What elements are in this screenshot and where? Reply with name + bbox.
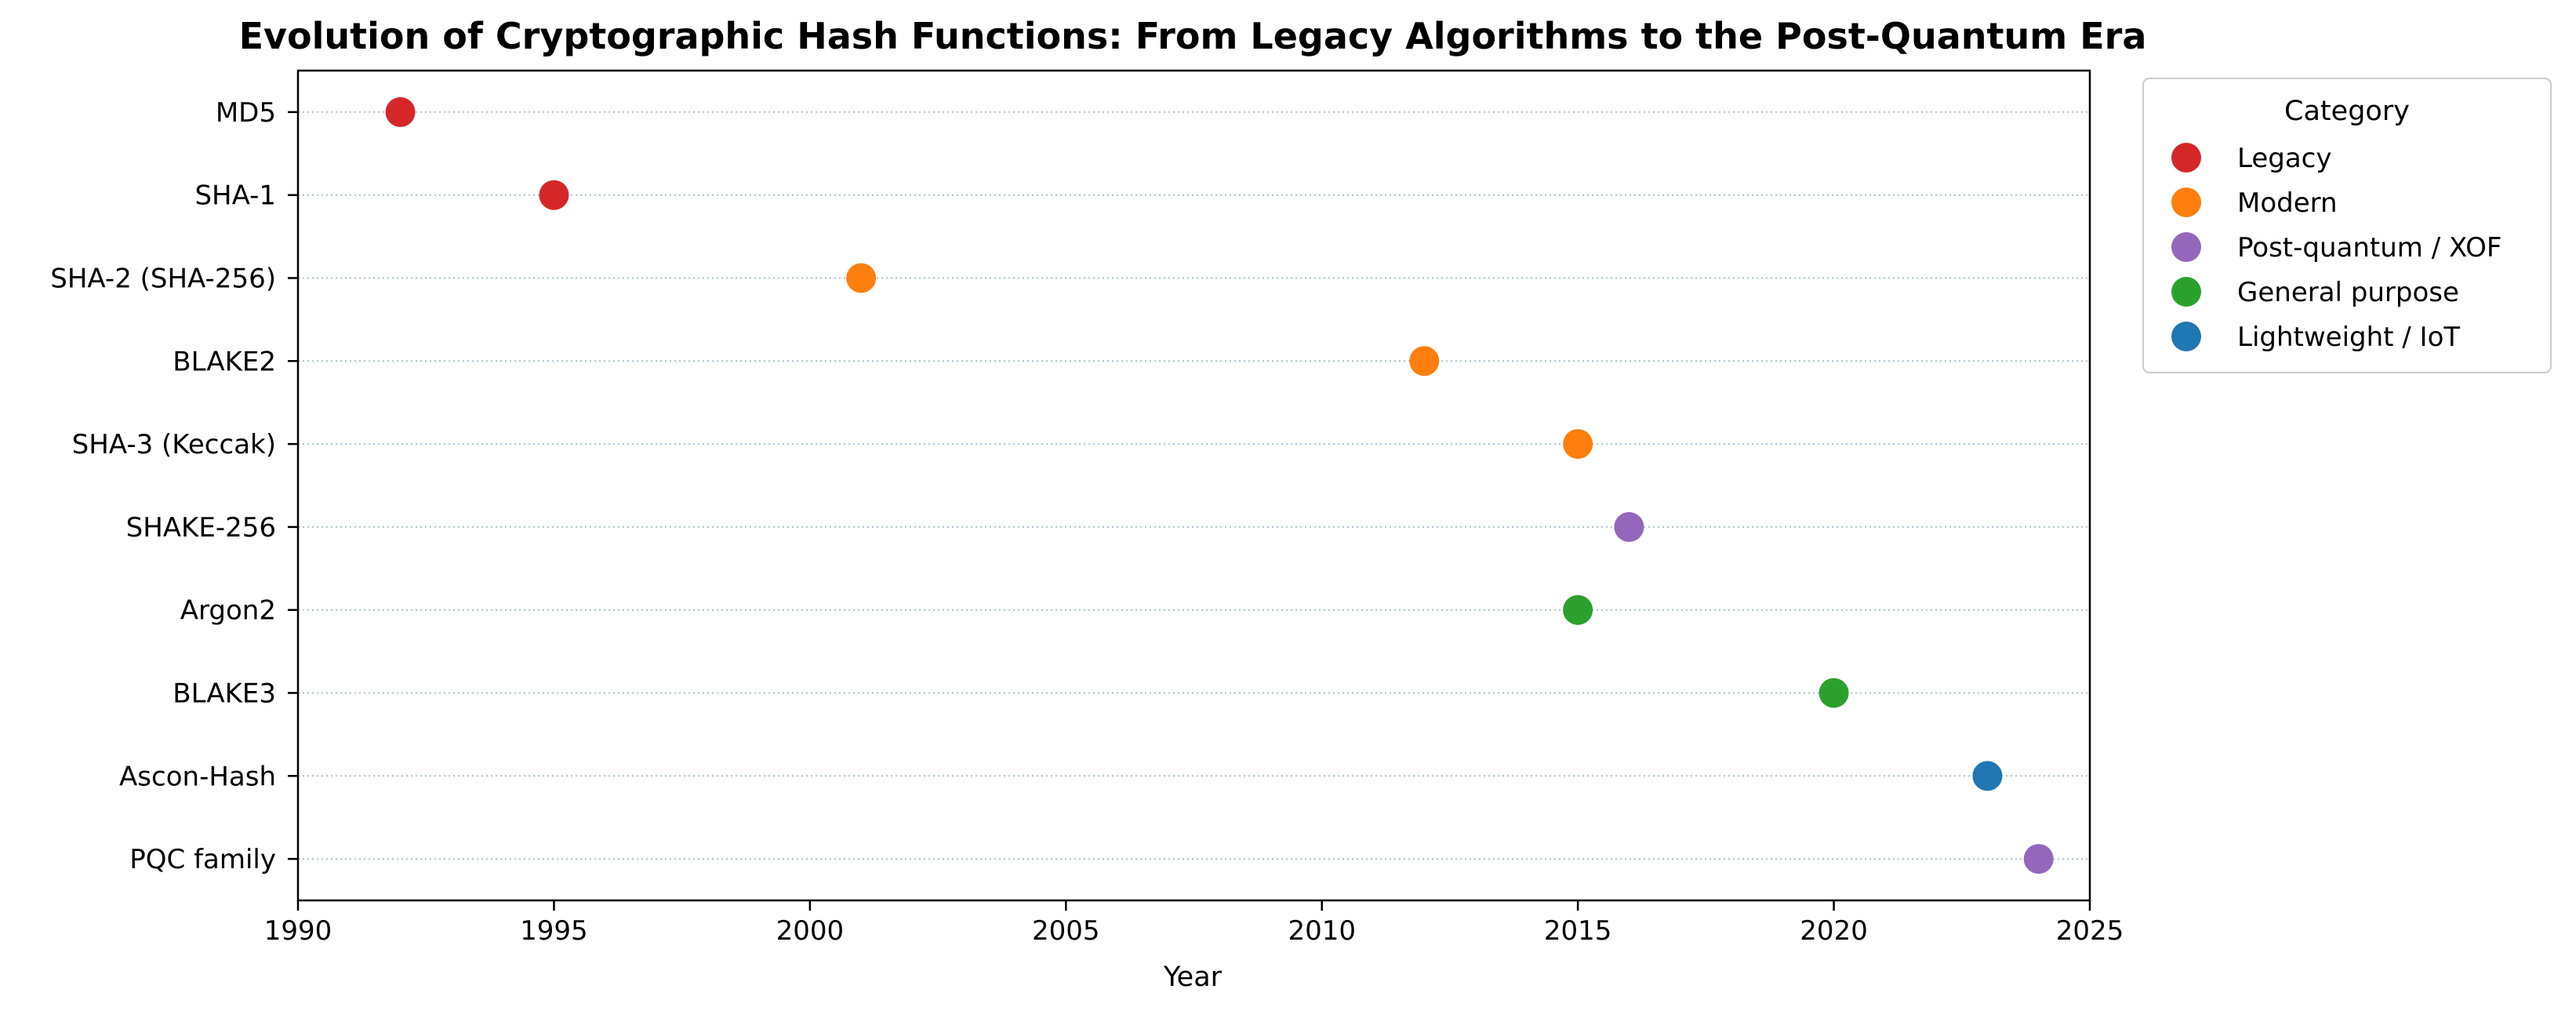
legend-label: Lightweight / IoT — [2237, 322, 2460, 353]
data-point — [1563, 595, 1593, 625]
x-tick-label: 2020 — [1800, 915, 1868, 947]
data-point — [385, 96, 416, 127]
legend-marker — [2171, 187, 2201, 217]
chart-title: Evolution of Cryptographic Hash Function… — [239, 15, 2147, 57]
y-tick-label: SHA-2 (SHA-256) — [50, 264, 276, 295]
legend-marker — [2171, 277, 2201, 307]
y-tick-label: BLAKE2 — [173, 346, 276, 377]
legend-label: Modern — [2237, 187, 2338, 219]
x-tick-label: 2025 — [2056, 915, 2124, 947]
y-tick-label: BLAKE3 — [173, 678, 276, 710]
x-tick-label: 2015 — [1544, 915, 1612, 947]
y-tick-label: MD5 — [216, 97, 276, 129]
x-tick-label: 2000 — [776, 915, 845, 947]
legend-label: Legacy — [2237, 143, 2332, 174]
legend-marker — [2171, 232, 2201, 262]
x-tick-label: 1995 — [520, 915, 588, 947]
legend-frame — [2142, 78, 2552, 373]
x-tick-label: 1990 — [264, 915, 332, 947]
y-tick-label: Argon2 — [180, 595, 276, 627]
data-point — [846, 263, 877, 293]
data-point — [2023, 844, 2054, 875]
axes: 1990 1995 2000 2005 2010 2015 2020 2025 MD5 SHA-1… — [50, 69, 2124, 947]
legend-label: General purpose — [2237, 277, 2459, 308]
legend-label: Post-quantum / XOF — [2237, 232, 2502, 264]
data-point — [1972, 761, 2003, 791]
legend-marker — [2171, 143, 2201, 173]
plot-frame — [296, 69, 2091, 902]
data-point — [539, 180, 569, 210]
y-tick-label: PQC family — [129, 844, 276, 875]
data-point — [1818, 678, 1849, 708]
x-axis-label: Year — [1163, 962, 1223, 993]
data-points — [385, 96, 2054, 875]
y-tick-label: SHA-3 (Keccak) — [72, 429, 276, 460]
y-tick-label: SHAKE-256 — [126, 512, 276, 544]
data-point — [1614, 511, 1644, 542]
x-tick-label: 2010 — [1288, 915, 1356, 947]
x-tick-label: 2005 — [1032, 915, 1100, 947]
y-tick-label: Ascon-Hash — [119, 761, 276, 792]
data-point — [1409, 346, 1440, 376]
data-point — [1563, 429, 1593, 460]
legend: Category Legacy Modern Post-quantum / XOF Ge… — [2142, 78, 2552, 373]
legend-marker — [2171, 322, 2201, 351]
legend-title: Category — [2284, 96, 2410, 127]
y-tick-label: SHA-1 — [194, 180, 276, 212]
